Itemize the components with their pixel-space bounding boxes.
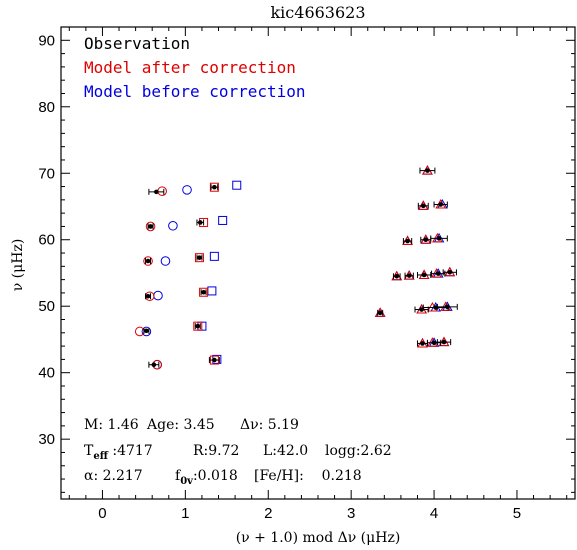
x-tick-label: 2 — [264, 505, 272, 522]
param-line1: Δν: 5.19 — [240, 417, 299, 433]
observation-point — [148, 224, 153, 229]
model-before-circle — [182, 185, 192, 195]
model-before-square — [209, 251, 219, 261]
observation-point — [425, 168, 430, 173]
x-tick-label: 4 — [430, 505, 438, 522]
chart-title: kic4663623 — [270, 3, 365, 22]
observation-point — [212, 184, 217, 190]
y-tick-label: 90 — [38, 32, 55, 49]
param-line2: L:42.0 — [263, 443, 308, 459]
model-after-square — [193, 321, 203, 331]
observation-point — [406, 273, 412, 278]
observation-point — [197, 255, 202, 260]
model-after-circle — [157, 186, 167, 197]
param-line2: R:9.72 — [193, 443, 239, 459]
model-after-circle — [143, 256, 153, 266]
model-before-circle — [153, 290, 163, 301]
observation-point — [201, 289, 206, 295]
observation-point — [154, 189, 159, 195]
observation-point — [420, 341, 425, 346]
model-before-circle — [160, 256, 171, 266]
param-line2: logg:2.62 — [325, 443, 392, 459]
observation-point — [431, 340, 437, 346]
parameter-annotations: M: 1.46 Age: 3.45 Δν: 5.19 Teff :4717 R:9.72… — [84, 417, 392, 487]
param-line2: Teff :4717 — [84, 443, 153, 462]
observation-point — [377, 310, 383, 316]
param-line3: [Fe/H]: 0.218 — [254, 468, 362, 484]
legend-model-before: Model before correction — [84, 82, 306, 101]
x-tick-label: 0 — [98, 505, 106, 522]
model-after-square — [194, 253, 204, 263]
x-tick-label: 1 — [181, 505, 189, 522]
observation-point — [423, 237, 429, 243]
observation-point — [197, 220, 203, 225]
observation-point — [421, 272, 427, 278]
data-marks — [134, 165, 458, 370]
observation-point — [441, 339, 447, 345]
model-after-square — [209, 182, 219, 192]
legend-model-after: Model after correction — [84, 58, 296, 77]
model-after-circle — [134, 326, 145, 337]
observation-point — [144, 328, 149, 334]
observation-point — [438, 202, 443, 207]
observation-point — [195, 323, 201, 329]
x-tick-label: 3 — [347, 505, 355, 522]
observation-point — [394, 273, 400, 279]
param-line1: M: 1.46 — [84, 417, 139, 433]
observation-point — [436, 236, 442, 241]
observation-point — [420, 203, 426, 209]
observation-point — [435, 271, 441, 276]
observation-point — [405, 238, 410, 244]
y-tick-label: 60 — [38, 232, 55, 249]
model-before-circle — [141, 326, 152, 337]
param-line1: Age: 3.45 — [146, 417, 215, 433]
legend: Observation Model after correction Model… — [84, 34, 306, 101]
observation-point — [447, 270, 453, 275]
observation-point — [445, 304, 450, 310]
observation-point — [145, 293, 151, 299]
y-axis-title: ν (μHz) — [10, 239, 26, 292]
model-before-square — [232, 180, 242, 190]
x-axis-title: (ν + 1.0) mod Δν (μHz) — [236, 530, 401, 546]
y-tick-label: 30 — [38, 431, 55, 448]
y-tick-label: 70 — [38, 165, 55, 182]
y-tick-label: 50 — [38, 298, 55, 315]
model-before-circle — [168, 220, 178, 231]
observation-point — [151, 362, 157, 368]
param-line3: f0v:0.018 — [175, 468, 238, 487]
model-after-circle — [145, 221, 156, 232]
param-line3: α: 2.217 — [84, 468, 143, 484]
observation-point — [419, 307, 424, 312]
model-before-square — [207, 286, 217, 296]
observation-point — [433, 305, 439, 310]
y-tick-label: 80 — [38, 99, 55, 116]
y-axis: 30 40 50 60 70 80 90 — [38, 32, 575, 493]
model-after-square — [199, 287, 209, 297]
legend-observation: Observation — [84, 34, 190, 53]
x-tick-label: 5 — [513, 505, 521, 522]
observation-point — [212, 357, 217, 363]
observation-point — [145, 258, 151, 264]
y-tick-label: 40 — [38, 365, 55, 382]
x-axis: 0 1 2 3 4 5 — [68, 27, 568, 522]
model-before-square — [218, 215, 228, 225]
